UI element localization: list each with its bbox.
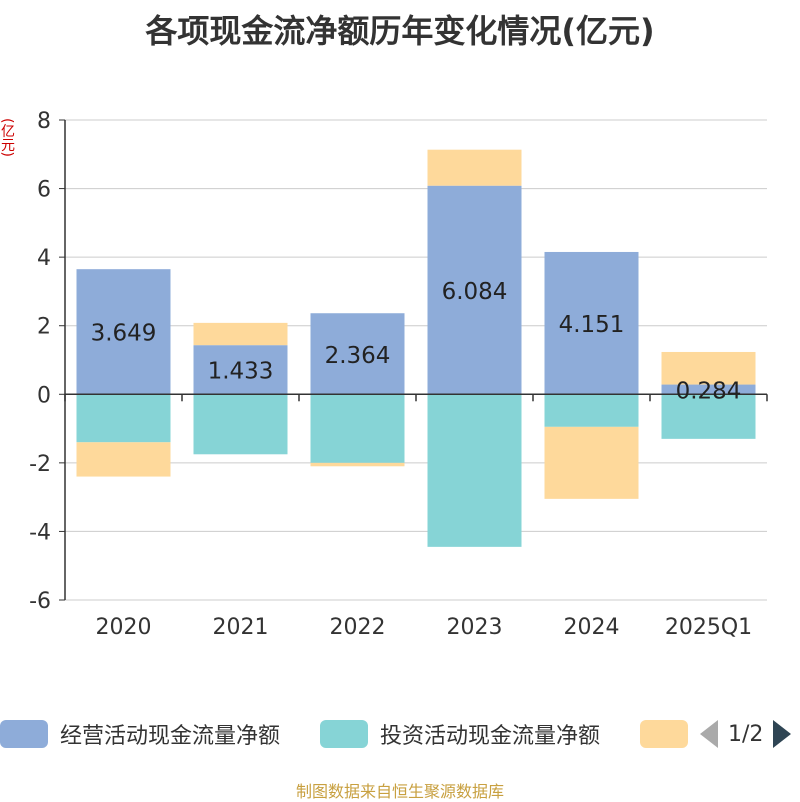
bar-0-2022 bbox=[310, 313, 405, 395]
bar-0-2021 bbox=[193, 345, 288, 395]
bar-1-2020 bbox=[76, 394, 171, 443]
bar-2-2020 bbox=[76, 442, 171, 477]
chart-title: 各项现金流净额历年变化情况(亿元) bbox=[145, 12, 655, 50]
legend-page-number: 1/2 bbox=[728, 721, 764, 747]
data-label-2022: 2.364 bbox=[325, 343, 391, 369]
bar-2-2022 bbox=[310, 462, 405, 467]
y-tick-label: 0 bbox=[37, 383, 51, 408]
y-tick-label: 4 bbox=[37, 246, 51, 271]
bar-2-2021 bbox=[193, 322, 288, 346]
y-tick-label: -6 bbox=[29, 589, 51, 614]
bar-1-2025Q1 bbox=[661, 394, 756, 439]
legend-swatch-operating bbox=[0, 720, 48, 748]
bar-2-2025Q1 bbox=[661, 351, 756, 385]
prev-page-icon[interactable] bbox=[700, 720, 718, 748]
y-tick-label: 2 bbox=[37, 315, 51, 340]
bar-0-2023 bbox=[427, 185, 522, 395]
bar-0-2024 bbox=[544, 251, 639, 395]
next-page-icon[interactable] bbox=[773, 720, 792, 748]
legend-item-investing[interactable]: 投资活动现金流量净额 bbox=[320, 716, 600, 752]
data-label-2021: 1.433 bbox=[208, 359, 274, 385]
bar-0-2025Q1 bbox=[661, 384, 756, 395]
x-tick-label: 2023 bbox=[447, 615, 503, 640]
data-label-2025Q1: 0.284 bbox=[676, 378, 742, 404]
axes: -6 -4 -2 0 2 4 6 8 2020 2021 2022 2023 2024 2025Q1 bbox=[29, 109, 768, 640]
y-tick-label: 6 bbox=[37, 178, 51, 203]
legend-item-operating[interactable]: 经营活动现金流量净额 bbox=[0, 716, 280, 752]
bar-0-2020 bbox=[76, 269, 171, 395]
y-tick-label: 8 bbox=[37, 109, 51, 134]
bar-2-2024 bbox=[544, 426, 639, 499]
bar-1-2024 bbox=[544, 394, 639, 427]
x-tick-label: 2022 bbox=[330, 615, 386, 640]
legend: 经营活动现金流量净额 投资活动现金流量净额 1/2 bbox=[0, 716, 800, 752]
bar-1-2022 bbox=[310, 394, 405, 463]
bars bbox=[76, 149, 756, 547]
legend-pager: 1/2 bbox=[700, 716, 792, 752]
legend-label-operating: 经营活动现金流量净额 bbox=[60, 724, 281, 749]
legend-swatch-financing bbox=[640, 720, 688, 748]
bar-1-2023 bbox=[427, 394, 522, 547]
data-source: 制图数据来自恒生聚源数据库 bbox=[295, 782, 504, 801]
legend-item-financing[interactable] bbox=[640, 716, 688, 752]
legend-label-investing: 投资活动现金流量净额 bbox=[380, 724, 601, 749]
x-tick-label: 2025Q1 bbox=[665, 615, 752, 640]
y-axis-unit: (亿元) bbox=[0, 118, 15, 157]
y-tick-label: -2 bbox=[29, 452, 51, 477]
bar-1-2021 bbox=[193, 394, 288, 455]
data-label-2024: 4.151 bbox=[559, 312, 625, 338]
data-label-2020: 3.649 bbox=[91, 321, 157, 347]
data-label-2023: 6.084 bbox=[442, 279, 508, 305]
data-labels: 3.649 1.433 2.364 6.084 4.151 0.284 bbox=[91, 279, 742, 404]
y-tick-label: -4 bbox=[29, 520, 51, 545]
bar-2-2023 bbox=[427, 149, 522, 186]
x-tick-label: 2024 bbox=[564, 615, 620, 640]
x-tick-label: 2021 bbox=[213, 615, 269, 640]
legend-swatch-investing bbox=[320, 720, 368, 748]
x-tick-label: 2020 bbox=[96, 615, 152, 640]
chart-canvas: -6 -4 -2 0 2 4 6 8 2020 2021 2022 2023 2024 2025Q1 3.… bbox=[29, 109, 768, 640]
